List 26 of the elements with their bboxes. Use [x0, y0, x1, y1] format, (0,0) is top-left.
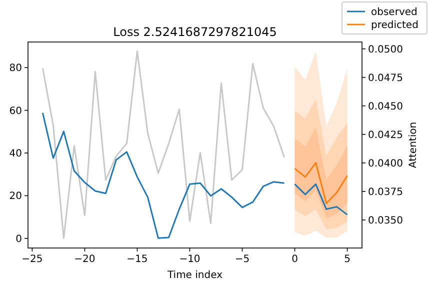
y2-tick-label: 0.0375 [368, 186, 403, 198]
y-tick-label: 40 [9, 148, 22, 160]
chart-title: Loss 2.5241687297821045 [113, 25, 277, 39]
legend-label: observed [371, 7, 418, 18]
x-tick-label: −25 [22, 254, 43, 265]
x-axis-title: Time index [166, 270, 223, 281]
x-tick-label: 0 [292, 254, 298, 265]
y2-tick-label: 0.0500 [368, 44, 403, 56]
x-tick-label: −15 [126, 254, 148, 265]
x-tick-label: −20 [74, 254, 96, 265]
y2-tick-label: 0.0475 [368, 72, 403, 84]
y2-tick-label: 0.0425 [368, 130, 403, 141]
y-tick-label: 80 [9, 63, 22, 74]
y-tick-label: 20 [9, 191, 22, 202]
line-series [294, 162, 348, 204]
y2-tick-label: 0.0450 [368, 101, 403, 112]
y2-tick-label: 0.0350 [368, 215, 403, 226]
legend-label: predicted [371, 20, 418, 31]
x-tick-label: −10 [179, 254, 200, 265]
line-series [42, 50, 286, 239]
y2-tick-label: 0.0400 [368, 158, 403, 170]
y2-axis-title: Attention [408, 122, 419, 168]
y-tick-label: 0 [16, 234, 22, 245]
x-tick-label: 5 [344, 254, 350, 265]
x-tick-label: −5 [234, 254, 250, 265]
y-tick-label: 60 [9, 106, 22, 117]
